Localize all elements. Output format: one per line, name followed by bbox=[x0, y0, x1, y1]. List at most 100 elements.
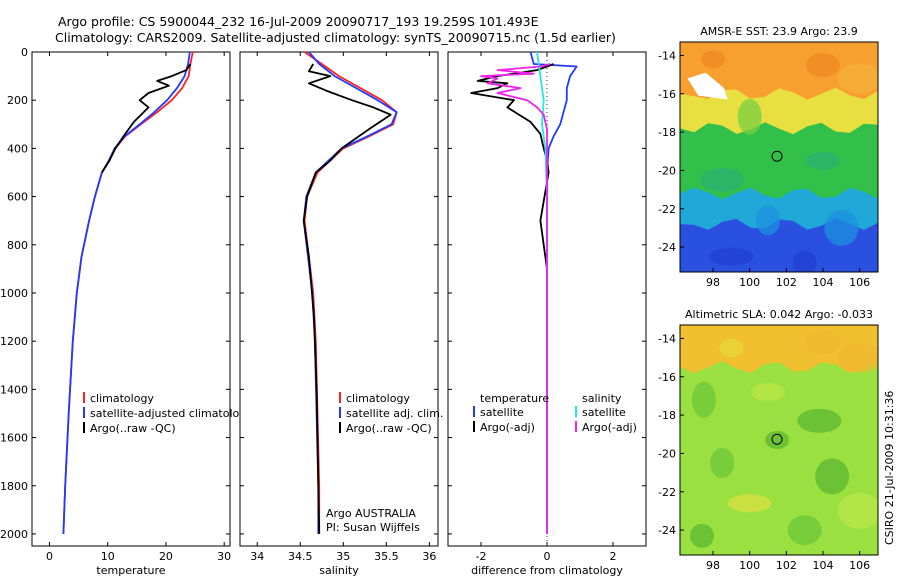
y-tick-label: -16 bbox=[658, 371, 676, 384]
y-tick-label: 1000 bbox=[0, 287, 28, 300]
y-tick-label: -20 bbox=[658, 447, 676, 460]
map-frame bbox=[679, 324, 879, 556]
x-tick-label: 34 bbox=[250, 550, 264, 563]
timestamp-side-label: CSIRO 21-Jul-2009 10:31:36 bbox=[883, 391, 896, 545]
x-tick-label: 20 bbox=[159, 550, 173, 563]
y-tick-label: 1600 bbox=[0, 432, 28, 445]
legend-heading-temperature: temperature bbox=[480, 392, 549, 405]
map-patch bbox=[710, 448, 735, 478]
x-tick-label: 30 bbox=[217, 550, 231, 563]
argo-position-marker bbox=[771, 433, 783, 445]
x-tick-label: 106 bbox=[849, 559, 870, 572]
map-patch bbox=[709, 247, 754, 266]
map-patch bbox=[824, 209, 859, 246]
y-tick-label: -14 bbox=[658, 332, 676, 345]
sst-map-panel: AMSR-E SST: 23.9 Argo: 23.9 98 100 102 104 10… bbox=[658, 25, 879, 289]
map-patch bbox=[797, 408, 842, 433]
map-patch bbox=[765, 431, 790, 449]
map-image bbox=[680, 42, 878, 272]
legend-label: satellite adj. clim. bbox=[346, 407, 443, 420]
x-axis-label: temperature bbox=[96, 564, 165, 577]
y-tick-label: 600 bbox=[7, 191, 28, 204]
legend-label: climatology bbox=[346, 392, 410, 405]
figure-title-line1: Argo profile: CS 5900044_232 16-Jul-2009… bbox=[58, 14, 539, 29]
x-tick-label: 0 bbox=[46, 550, 53, 563]
x-tick-label: 35.5 bbox=[374, 550, 399, 563]
map-patch bbox=[727, 494, 772, 513]
x-tick-label: 98 bbox=[706, 559, 720, 572]
map-patch bbox=[806, 151, 840, 170]
annotation-argo-australia: Argo AUSTRALIA bbox=[326, 507, 416, 520]
x-axis-label: salinity bbox=[319, 564, 359, 577]
figure-title-line2: Climatology: CARS2009. Satellite-adjuste… bbox=[55, 30, 616, 45]
legend-label: Argo(-adj) bbox=[582, 421, 637, 434]
map-patch bbox=[837, 63, 878, 94]
map-frame bbox=[679, 41, 879, 273]
x-tick-label: 34.5 bbox=[288, 550, 313, 563]
x-tick-label: 104 bbox=[813, 276, 834, 289]
y-tick-label: 400 bbox=[7, 142, 28, 155]
x-tick-label: 98 bbox=[706, 276, 720, 289]
y-tick-label: 800 bbox=[7, 239, 28, 252]
y-tick-label: -18 bbox=[658, 409, 676, 422]
map-patch bbox=[690, 523, 714, 548]
map-patch bbox=[751, 383, 785, 402]
plot-frame bbox=[31, 51, 231, 547]
y-tick-label: -24 bbox=[658, 524, 676, 537]
y-tick-label: -20 bbox=[658, 164, 676, 177]
y-tick-label: -18 bbox=[658, 126, 676, 139]
y-tick-label: -22 bbox=[658, 203, 676, 216]
map-patch bbox=[815, 458, 850, 495]
legend-label: satellite-adjusted climatology bbox=[90, 407, 253, 420]
x-tick-label: 0 bbox=[544, 550, 551, 563]
x-tick-label: 106 bbox=[849, 276, 870, 289]
legend-label: satellite bbox=[582, 406, 626, 419]
legend-label: Argo(-adj) bbox=[480, 421, 535, 434]
x-tick-label: 102 bbox=[776, 559, 797, 572]
y-tick-label: -14 bbox=[658, 49, 676, 62]
map-patch bbox=[719, 339, 744, 357]
x-tick-label: -2 bbox=[476, 550, 487, 563]
map-patch bbox=[737, 98, 762, 135]
legend-heading-salinity: salinity bbox=[582, 392, 622, 405]
annotation-pi: PI: Susan Wijffels bbox=[326, 521, 420, 534]
map-patch bbox=[806, 330, 840, 355]
map-patch bbox=[787, 515, 822, 546]
y-tick-label: 200 bbox=[7, 94, 28, 107]
x-tick-label: 36 bbox=[422, 550, 436, 563]
y-tick-label: 2000 bbox=[0, 528, 28, 541]
map-patch bbox=[691, 381, 716, 418]
plot-frame bbox=[239, 51, 439, 547]
y-tick-label: -22 bbox=[658, 486, 676, 499]
x-tick-label: 35 bbox=[336, 550, 350, 563]
map-patch bbox=[837, 492, 878, 529]
x-tick-label: 102 bbox=[776, 276, 797, 289]
y-tick-label: 0 bbox=[21, 46, 28, 59]
y-tick-label: 1200 bbox=[0, 335, 28, 348]
map-missing-data bbox=[687, 72, 728, 100]
legend-label: Argo(..raw -QC) bbox=[346, 422, 432, 435]
legend-label: satellite bbox=[480, 406, 524, 419]
x-tick-label: 100 bbox=[739, 559, 760, 572]
argo-position-marker bbox=[771, 150, 783, 162]
map-title: Altimetric SLA: 0.042 Argo: -0.033 bbox=[685, 308, 873, 321]
map-patch bbox=[806, 53, 840, 77]
map-patch bbox=[837, 342, 878, 373]
x-tick-label: 10 bbox=[101, 550, 115, 563]
temperature-panel: 0 200 400 600 800 1000 1200 1400 1600 1800 2000 0 10… bbox=[0, 46, 253, 577]
map-title: AMSR-E SST: 23.9 Argo: 23.9 bbox=[700, 25, 858, 38]
x-tick-label: 104 bbox=[813, 559, 834, 572]
series-line-2 bbox=[302, 63, 392, 535]
x-tick-label: 2 bbox=[610, 550, 617, 563]
y-tick-label: 1800 bbox=[0, 480, 28, 493]
map-patch bbox=[700, 168, 745, 192]
map-patch bbox=[792, 250, 817, 272]
series-line-1 bbox=[470, 63, 554, 534]
salinity-panel: 34 34.5 35 35.5 36 salinity climatology satelli… bbox=[239, 51, 443, 577]
y-tick-label: 1400 bbox=[0, 383, 28, 396]
map-image bbox=[680, 325, 878, 555]
map-patch bbox=[701, 50, 725, 69]
sla-map-panel: Altimetric SLA: 0.042 Argo: -0.033 98 100 1… bbox=[658, 308, 896, 572]
